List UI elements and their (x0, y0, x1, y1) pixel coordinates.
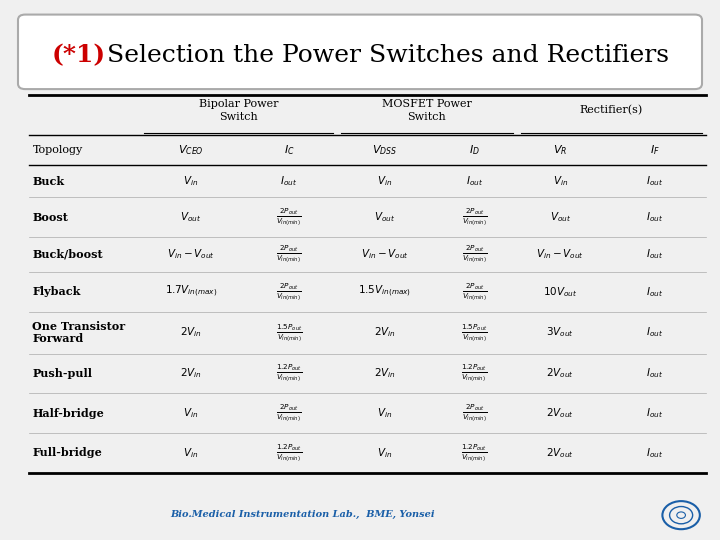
Text: Selection the Power Switches and Rectifiers: Selection the Power Switches and Rectifi… (99, 44, 670, 67)
Text: $V_{out}$: $V_{out}$ (374, 210, 395, 224)
Text: Bipolar Power
Switch: Bipolar Power Switch (199, 99, 279, 122)
Text: $\frac{2P_{out}}{V_{in(min)}}$: $\frac{2P_{out}}{V_{in(min)}}$ (462, 244, 487, 266)
Text: $2V_{out}$: $2V_{out}$ (546, 367, 574, 380)
Text: $1.5V_{in(max)}$: $1.5V_{in(max)}$ (358, 284, 411, 300)
Text: Flyback: Flyback (32, 286, 81, 298)
Text: Boost: Boost (32, 212, 68, 222)
Text: Buck: Buck (32, 176, 65, 186)
Text: $I_{out}$: $I_{out}$ (466, 174, 483, 188)
Text: $\frac{2P_{out}}{V_{in(min)}}$: $\frac{2P_{out}}{V_{in(min)}}$ (276, 402, 302, 424)
Text: Buck/boost: Buck/boost (32, 249, 103, 260)
Text: Bio.Medical Instrumentation Lab.,  BME, Yonsei: Bio.Medical Instrumentation Lab., BME, Y… (170, 510, 435, 518)
Text: $1.7V_{in(max)}$: $1.7V_{in(max)}$ (165, 284, 217, 300)
Text: $V_{in}$: $V_{in}$ (183, 446, 199, 460)
Text: Rectifier(s): Rectifier(s) (580, 105, 643, 116)
Text: $\frac{2P_{out}}{V_{in(min)}}$: $\frac{2P_{out}}{V_{in(min)}}$ (462, 206, 487, 228)
Text: $\frac{2P_{out}}{V_{in(min)}}$: $\frac{2P_{out}}{V_{in(min)}}$ (462, 281, 487, 303)
Text: $\frac{1.2P_{out}}{V_{in(min)}}$: $\frac{1.2P_{out}}{V_{in(min)}}$ (276, 442, 302, 464)
Text: Topology: Topology (32, 145, 83, 155)
Text: $I_{out}$: $I_{out}$ (281, 174, 297, 188)
Text: $V_{out}$: $V_{out}$ (180, 210, 202, 224)
Text: $2V_{out}$: $2V_{out}$ (546, 446, 574, 460)
Text: $\frac{2P_{out}}{V_{in(min)}}$: $\frac{2P_{out}}{V_{in(min)}}$ (276, 206, 302, 228)
Text: Push-pull: Push-pull (32, 368, 92, 379)
Text: One Transistor
Forward: One Transistor Forward (32, 321, 125, 345)
Text: $V_R$: $V_R$ (553, 143, 567, 157)
Text: Half-bridge: Half-bridge (32, 408, 104, 418)
Text: MOSFET Power
Switch: MOSFET Power Switch (382, 99, 472, 122)
Text: $2V_{in}$: $2V_{in}$ (180, 326, 202, 340)
Text: $I_{out}$: $I_{out}$ (646, 174, 663, 188)
Text: $\frac{1.2P_{out}}{V_{in(min)}}$: $\frac{1.2P_{out}}{V_{in(min)}}$ (276, 362, 302, 384)
Text: $\frac{2P_{out}}{V_{in(min)}}$: $\frac{2P_{out}}{V_{in(min)}}$ (462, 402, 487, 424)
Text: $\frac{1.5P_{out}}{V_{in(min)}}$: $\frac{1.5P_{out}}{V_{in(min)}}$ (462, 322, 487, 343)
Text: $I_{out}$: $I_{out}$ (646, 285, 663, 299)
Text: $V_{in}$: $V_{in}$ (377, 174, 392, 188)
Text: $\frac{1.5P_{out}}{V_{in(min)}}$: $\frac{1.5P_{out}}{V_{in(min)}}$ (276, 322, 302, 343)
Text: $V_{DSS}$: $V_{DSS}$ (372, 143, 397, 157)
Text: $V_{in}$: $V_{in}$ (377, 406, 392, 420)
Text: $\frac{1.2P_{out}}{V_{in(min)}}$: $\frac{1.2P_{out}}{V_{in(min)}}$ (462, 442, 487, 464)
Text: (*1): (*1) (52, 44, 106, 68)
Text: $\frac{2P_{out}}{V_{in(min)}}$: $\frac{2P_{out}}{V_{in(min)}}$ (276, 244, 302, 266)
Text: $V_{in}-V_{out}$: $V_{in}-V_{out}$ (536, 247, 584, 261)
Text: $V_{in}-V_{out}$: $V_{in}-V_{out}$ (361, 247, 408, 261)
Text: $V_{in}$: $V_{in}$ (183, 406, 199, 420)
Text: $2V_{out}$: $2V_{out}$ (546, 406, 574, 420)
Text: $I_F$: $I_F$ (649, 143, 660, 157)
Text: $V_{in}$: $V_{in}$ (377, 446, 392, 460)
Text: $2V_{in}$: $2V_{in}$ (374, 367, 395, 380)
Text: Full-bridge: Full-bridge (32, 447, 102, 458)
Text: $\frac{1.2P_{out}}{V_{in(min)}}$: $\frac{1.2P_{out}}{V_{in(min)}}$ (462, 362, 487, 384)
Text: $I_{out}$: $I_{out}$ (646, 326, 663, 340)
Text: $V_{in}$: $V_{in}$ (552, 174, 568, 188)
Text: $\frac{2P_{out}}{V_{in(min)}}$: $\frac{2P_{out}}{V_{in(min)}}$ (276, 281, 302, 303)
Text: $I_{out}$: $I_{out}$ (646, 406, 663, 420)
Text: $V_{in}$: $V_{in}$ (183, 174, 199, 188)
Text: $V_{in}-V_{out}$: $V_{in}-V_{out}$ (167, 247, 215, 261)
Text: $I_{out}$: $I_{out}$ (646, 210, 663, 224)
Text: $2V_{in}$: $2V_{in}$ (374, 326, 395, 340)
Text: $I_{out}$: $I_{out}$ (646, 367, 663, 380)
Text: $I_{out}$: $I_{out}$ (646, 446, 663, 460)
Text: $I_{out}$: $I_{out}$ (646, 247, 663, 261)
Text: $V_{CEO}$: $V_{CEO}$ (178, 143, 204, 157)
Text: $I_C$: $I_C$ (284, 143, 294, 157)
Text: $10V_{out}$: $10V_{out}$ (543, 285, 577, 299)
Text: $3V_{out}$: $3V_{out}$ (546, 326, 574, 340)
Text: $I_D$: $I_D$ (469, 143, 480, 157)
Text: $2V_{in}$: $2V_{in}$ (180, 367, 202, 380)
Text: $V_{out}$: $V_{out}$ (549, 210, 571, 224)
